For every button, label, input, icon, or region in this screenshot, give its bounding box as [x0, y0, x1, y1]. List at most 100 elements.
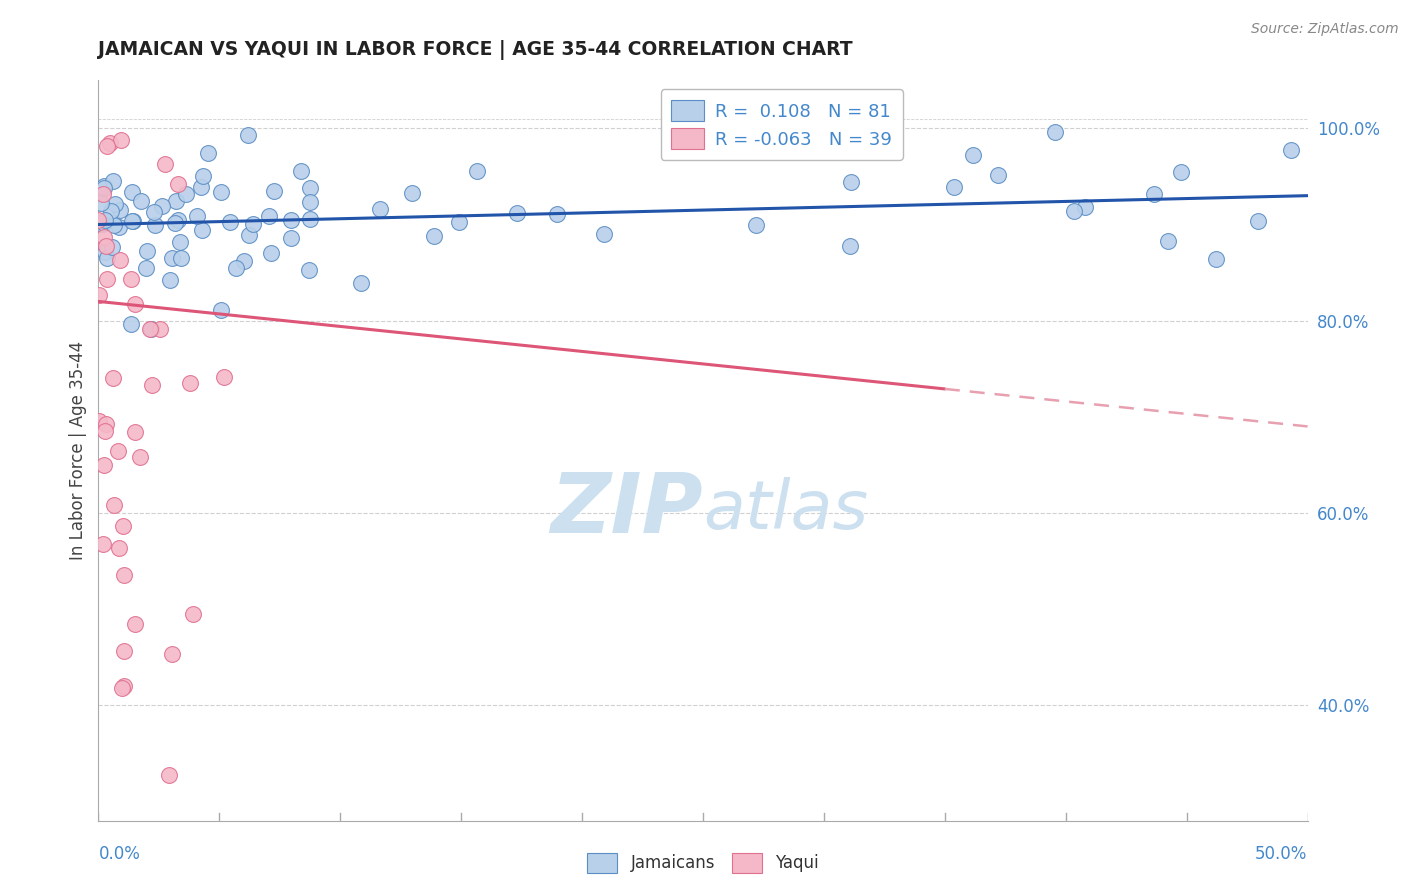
Point	[143, 205, 166, 219]
Point	[103, 499, 125, 513]
Point	[103, 371, 125, 385]
Point	[190, 179, 212, 194]
Point	[93, 180, 115, 194]
Point	[157, 768, 180, 782]
Point	[121, 214, 143, 228]
Legend: Jamaicans, Yaqui: Jamaicans, Yaqui	[581, 847, 825, 880]
Point	[242, 217, 264, 231]
Point	[1074, 200, 1097, 214]
Text: ZIP: ZIP	[550, 469, 703, 550]
Point	[103, 218, 125, 232]
Point	[841, 175, 863, 189]
Point	[225, 261, 247, 276]
Point	[465, 164, 488, 178]
Point	[104, 197, 127, 211]
Point	[94, 245, 117, 260]
Point	[744, 218, 766, 232]
Point	[87, 287, 110, 301]
Point	[506, 206, 529, 220]
Point	[93, 458, 115, 472]
Point	[101, 240, 124, 254]
Point	[169, 235, 191, 249]
Point	[128, 450, 150, 465]
Point	[96, 251, 118, 265]
Point	[181, 607, 204, 622]
Point	[368, 202, 391, 216]
Point	[100, 203, 122, 218]
Point	[163, 216, 186, 230]
Point	[108, 202, 131, 217]
Point	[93, 178, 115, 193]
Point	[96, 138, 118, 153]
Point	[987, 168, 1010, 182]
Point	[165, 194, 187, 209]
Point	[401, 186, 423, 201]
Point	[232, 254, 254, 268]
Y-axis label: In Labor Force | Age 35-44: In Labor Force | Age 35-44	[69, 341, 87, 560]
Point	[110, 133, 132, 147]
Text: atlas: atlas	[703, 476, 868, 542]
Point	[962, 147, 984, 161]
Point	[179, 376, 201, 391]
Point	[166, 177, 188, 191]
Point	[93, 425, 115, 439]
Point	[91, 537, 114, 551]
Point	[167, 213, 190, 227]
Point	[120, 272, 142, 286]
Point	[107, 444, 129, 458]
Point	[111, 681, 134, 696]
Point	[111, 519, 134, 533]
Point	[290, 163, 312, 178]
Point	[114, 568, 136, 582]
Point	[145, 219, 167, 233]
Point	[108, 219, 131, 234]
Text: Source: ZipAtlas.com: Source: ZipAtlas.com	[1251, 22, 1399, 37]
Point	[1045, 125, 1067, 139]
Point	[96, 239, 118, 253]
Point	[96, 272, 118, 286]
Point	[298, 195, 321, 210]
Point	[219, 215, 242, 229]
Point	[838, 239, 860, 253]
Point	[110, 253, 132, 268]
Point	[298, 181, 321, 195]
Point	[153, 156, 176, 170]
Point	[546, 207, 568, 221]
Point	[87, 213, 110, 227]
Point	[159, 273, 181, 287]
Text: 50.0%: 50.0%	[1256, 845, 1308, 863]
Point	[150, 199, 173, 213]
Point	[124, 297, 146, 311]
Point	[136, 244, 159, 258]
Point	[139, 322, 162, 336]
Point	[190, 222, 212, 236]
Point	[1063, 203, 1085, 218]
Point	[139, 322, 162, 336]
Point	[236, 128, 259, 142]
Legend: R =  0.108   N = 81, R = -0.063   N = 39: R = 0.108 N = 81, R = -0.063 N = 39	[661, 89, 903, 160]
Point	[129, 194, 152, 209]
Point	[148, 322, 170, 336]
Point	[87, 414, 110, 428]
Point	[120, 317, 142, 331]
Point	[90, 196, 112, 211]
Point	[280, 231, 302, 245]
Point	[259, 246, 281, 260]
Point	[263, 184, 285, 198]
Point	[124, 617, 146, 632]
Point	[170, 251, 193, 265]
Point	[107, 541, 129, 556]
Point	[1279, 143, 1302, 157]
Point	[209, 302, 232, 317]
Point	[121, 214, 143, 228]
Point	[91, 217, 114, 231]
Point	[186, 209, 208, 223]
Point	[209, 185, 232, 199]
Point	[160, 251, 183, 265]
Point	[91, 187, 114, 202]
Point	[124, 425, 146, 439]
Point	[423, 229, 446, 244]
Point	[94, 417, 117, 432]
Point	[176, 187, 198, 202]
Point	[162, 647, 184, 661]
